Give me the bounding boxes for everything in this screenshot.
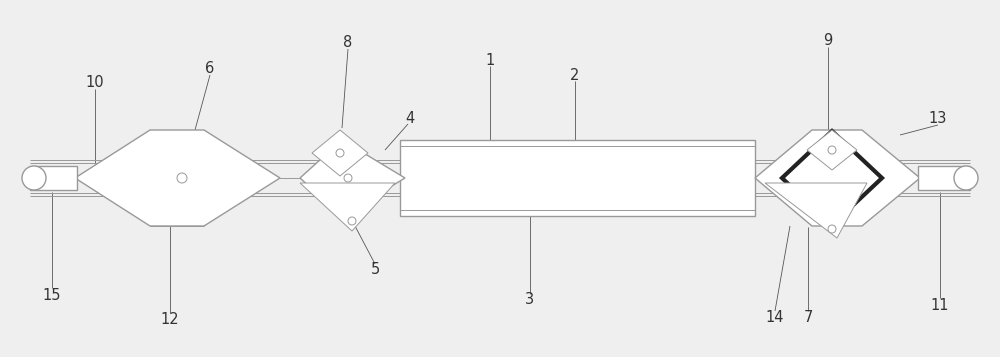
Text: 2: 2 [570, 67, 580, 82]
Text: 8: 8 [343, 35, 353, 50]
Text: 13: 13 [929, 111, 947, 126]
Text: 9: 9 [823, 32, 833, 47]
Polygon shape [918, 166, 970, 190]
Circle shape [344, 174, 352, 182]
Polygon shape [30, 166, 77, 190]
Polygon shape [782, 131, 882, 225]
Polygon shape [807, 130, 857, 170]
Polygon shape [755, 130, 920, 226]
Text: 4: 4 [405, 111, 415, 126]
Text: 10: 10 [86, 75, 104, 90]
Polygon shape [312, 130, 368, 176]
Polygon shape [75, 130, 280, 226]
Polygon shape [765, 183, 867, 238]
Text: 5: 5 [370, 262, 380, 277]
Polygon shape [300, 140, 405, 216]
Polygon shape [300, 183, 395, 231]
Circle shape [954, 166, 978, 190]
Text: 15: 15 [43, 287, 61, 302]
Circle shape [22, 166, 46, 190]
Text: 12: 12 [161, 312, 179, 327]
Text: 14: 14 [766, 311, 784, 326]
Circle shape [177, 173, 187, 183]
Text: 3: 3 [525, 292, 535, 307]
Circle shape [828, 146, 836, 154]
Text: 7: 7 [803, 311, 813, 326]
Text: 11: 11 [931, 297, 949, 312]
Circle shape [828, 225, 836, 233]
Text: 6: 6 [205, 60, 215, 75]
Circle shape [348, 217, 356, 225]
Polygon shape [400, 140, 755, 216]
Text: 1: 1 [485, 52, 495, 67]
Circle shape [336, 149, 344, 157]
